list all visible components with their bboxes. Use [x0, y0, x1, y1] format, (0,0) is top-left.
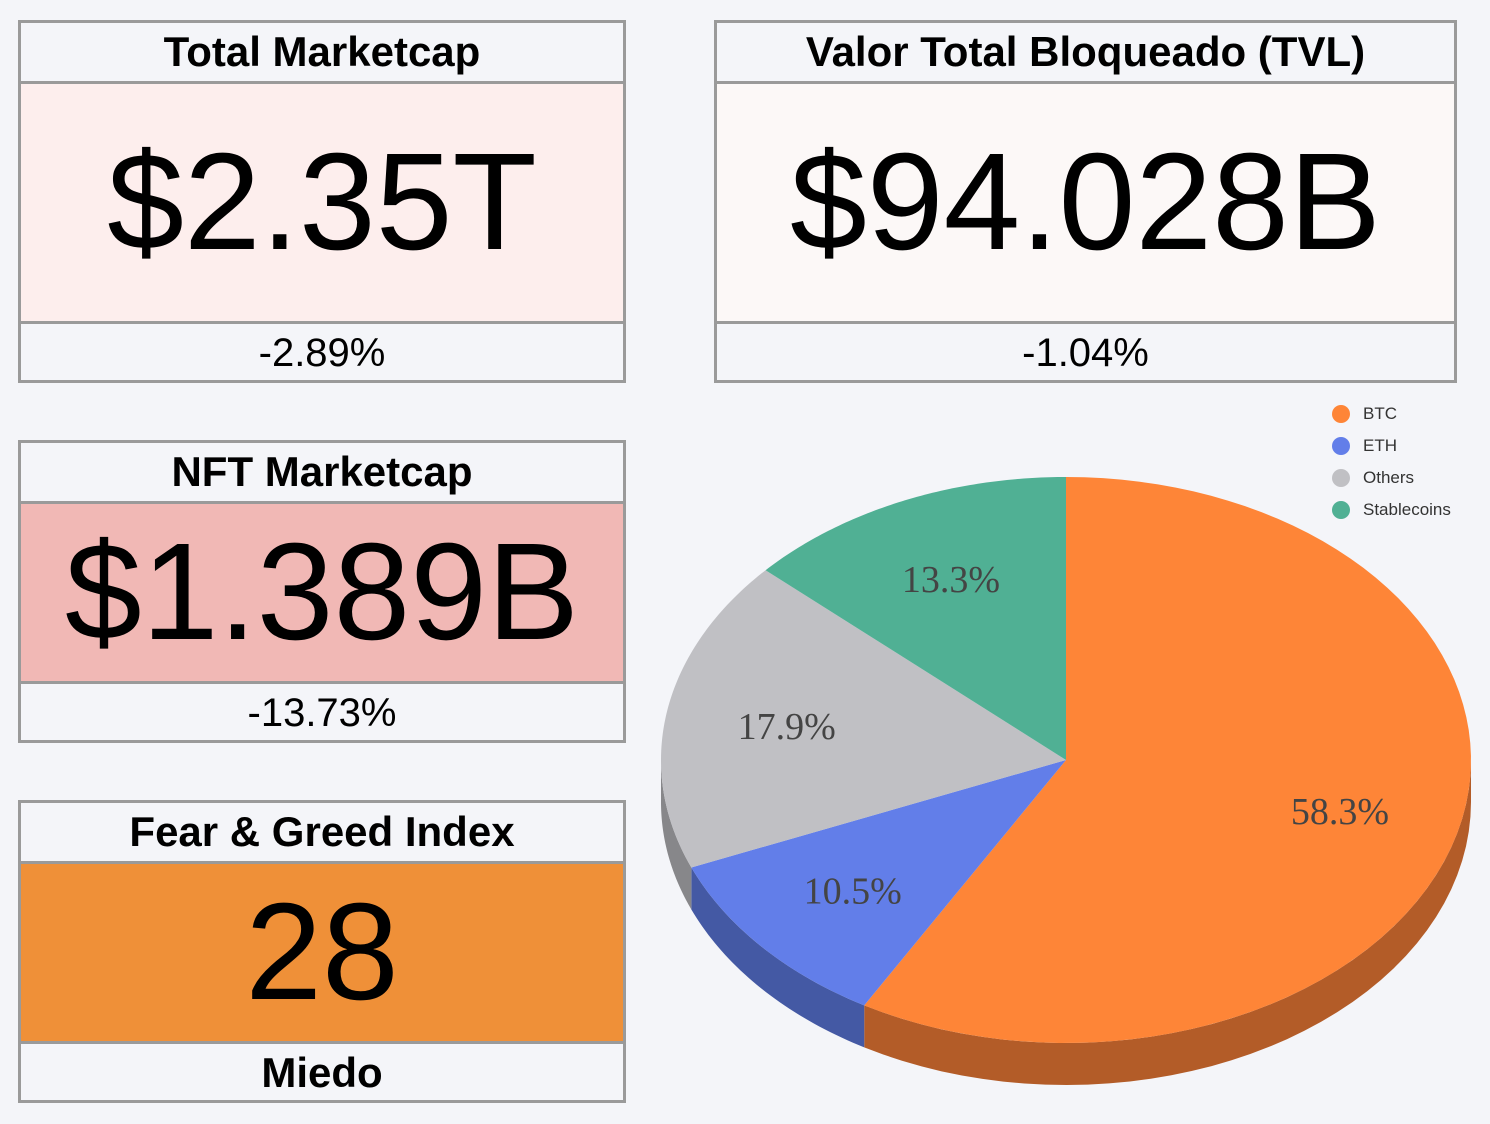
legend-label: BTC	[1363, 404, 1397, 423]
card-change: -2.89%	[258, 330, 386, 375]
card-value: $94.028B	[717, 84, 1454, 324]
fear-greed-card: Fear & Greed Index 28 Miedo	[18, 800, 626, 1103]
pie-data-label: 58.3%	[1291, 791, 1389, 833]
card-title: Fear & Greed Index	[21, 803, 623, 864]
card-change: -13.73%	[247, 690, 397, 735]
legend-dot	[1332, 437, 1350, 455]
legend-dot	[1332, 405, 1350, 423]
legend-label: ETH	[1363, 436, 1397, 455]
pie-data-label: 13.3%	[902, 559, 1000, 601]
card-title: Valor Total Bloqueado (TVL)	[717, 23, 1454, 84]
pie-side-btc	[864, 760, 1471, 1085]
legend-item-eth[interactable]: ETH	[1332, 430, 1451, 462]
card-label: Miedo	[261, 1049, 383, 1096]
card-value: $2.35T	[21, 84, 623, 324]
legend-label: Others	[1363, 468, 1415, 487]
card-value: 28	[21, 864, 623, 1044]
pie-slice-others[interactable]	[661, 570, 1066, 868]
card-title: NFT Marketcap	[21, 443, 623, 504]
pie-slice-eth[interactable]	[691, 760, 1066, 1006]
card-change: -1.04%	[1022, 330, 1149, 375]
card-value: $1.389B	[21, 504, 623, 684]
legend-item-btc[interactable]: BTC	[1332, 398, 1451, 430]
legend-label: Stablecoins	[1363, 500, 1451, 519]
legend-item-others[interactable]: Others	[1332, 462, 1451, 494]
legend-item-stablecoins[interactable]: Stablecoins	[1332, 494, 1451, 526]
tvl-card: Valor Total Bloqueado (TVL) $94.028B -1.…	[714, 20, 1457, 383]
pie-data-label: 10.5%	[804, 871, 902, 913]
nft-marketcap-card: NFT Marketcap $1.389B -13.73%	[18, 440, 626, 743]
card-title: Total Marketcap	[21, 23, 623, 84]
pie-side-eth	[691, 867, 865, 1048]
pie-data-label: 17.9%	[738, 706, 836, 748]
legend-dot	[1332, 469, 1350, 487]
total-marketcap-card: Total Marketcap $2.35T -2.89%	[18, 20, 626, 383]
pie-slice-btc[interactable]	[864, 477, 1471, 1043]
chart-legend: BTC ETH Others Stablecoins	[1332, 398, 1451, 526]
pie-side-others	[661, 760, 692, 910]
legend-dot	[1332, 501, 1350, 519]
pie-slice-stablecoins[interactable]	[765, 477, 1066, 760]
